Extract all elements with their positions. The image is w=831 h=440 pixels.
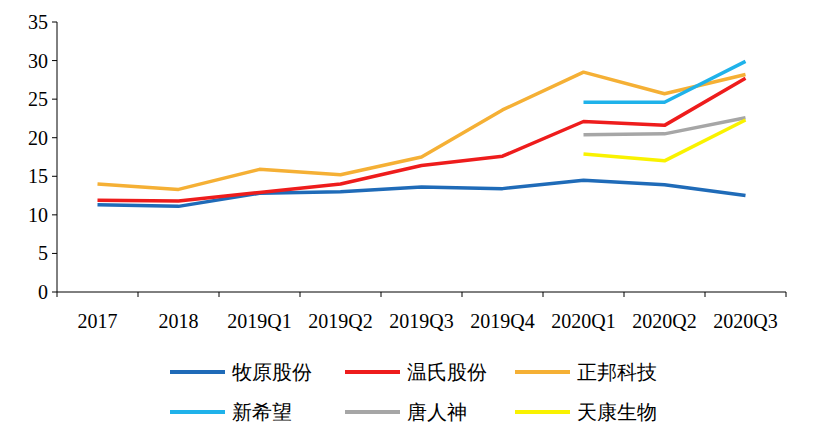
x-tick: [300, 292, 301, 297]
legend-label: 温氏股份: [407, 361, 487, 383]
series-line: [98, 78, 746, 201]
y-tick: [52, 99, 57, 100]
legend-label: 正邦科技: [577, 361, 657, 383]
series-line: [98, 72, 746, 189]
legend-key: [515, 370, 570, 374]
y-tick-label: 10: [28, 204, 48, 226]
x-tick-label: 2020Q1: [551, 310, 615, 332]
x-tick: [462, 292, 463, 297]
legend-label: 牧原股份: [232, 361, 312, 383]
legend-label: 新希望: [232, 401, 292, 423]
x-tick-label: 2019Q2: [308, 310, 372, 332]
x-tick-label: 2017: [78, 310, 118, 332]
x-axis: [57, 292, 786, 293]
y-tick-label: 0: [38, 281, 48, 303]
x-tick: [786, 292, 787, 297]
y-tick: [52, 253, 57, 254]
x-tick: [381, 292, 382, 297]
y-tick-label: 15: [28, 165, 48, 187]
legend-key: [170, 410, 225, 414]
chart: 0 5 10 15 20 25 30 35 2017 2018 2019Q1 2019Q2 2019Q3…: [0, 0, 831, 440]
y-tick: [52, 22, 57, 23]
x-tick-label: 2019Q3: [389, 310, 453, 332]
y-tick-label: 20: [28, 127, 48, 149]
legend-label: 天康生物: [577, 401, 657, 423]
x-tick: [624, 292, 625, 297]
y-tick: [52, 176, 57, 177]
y-tick: [52, 214, 57, 215]
series-line: [584, 120, 746, 161]
x-tick: [705, 292, 706, 297]
plot-lines: [98, 61, 746, 206]
y-tick-label: 30: [28, 50, 48, 72]
y-tick: [52, 292, 57, 293]
legend-key: [515, 410, 570, 414]
x-tick-label: 2020Q3: [713, 310, 777, 332]
legend-key: [345, 370, 400, 374]
y-tick-label: 5: [38, 242, 48, 264]
y-tick-label: 25: [28, 88, 48, 110]
x-tick-label: 2019Q4: [470, 310, 534, 332]
x-tick: [219, 292, 220, 297]
legend-key: [345, 410, 400, 414]
x-tick-label: 2018: [159, 310, 199, 332]
legend-key: [170, 370, 225, 374]
y-tick: [52, 60, 57, 61]
x-tick: [543, 292, 544, 297]
x-tick: [138, 292, 139, 297]
legend-label: 唐人神: [407, 401, 467, 423]
y-tick-label: 35: [28, 11, 48, 33]
x-tick-label: 2020Q2: [632, 310, 696, 332]
y-axis: [57, 22, 58, 292]
x-tick-label: 2019Q1: [227, 310, 291, 332]
y-tick: [52, 137, 57, 138]
series-line: [584, 61, 746, 102]
x-tick: [57, 292, 58, 297]
